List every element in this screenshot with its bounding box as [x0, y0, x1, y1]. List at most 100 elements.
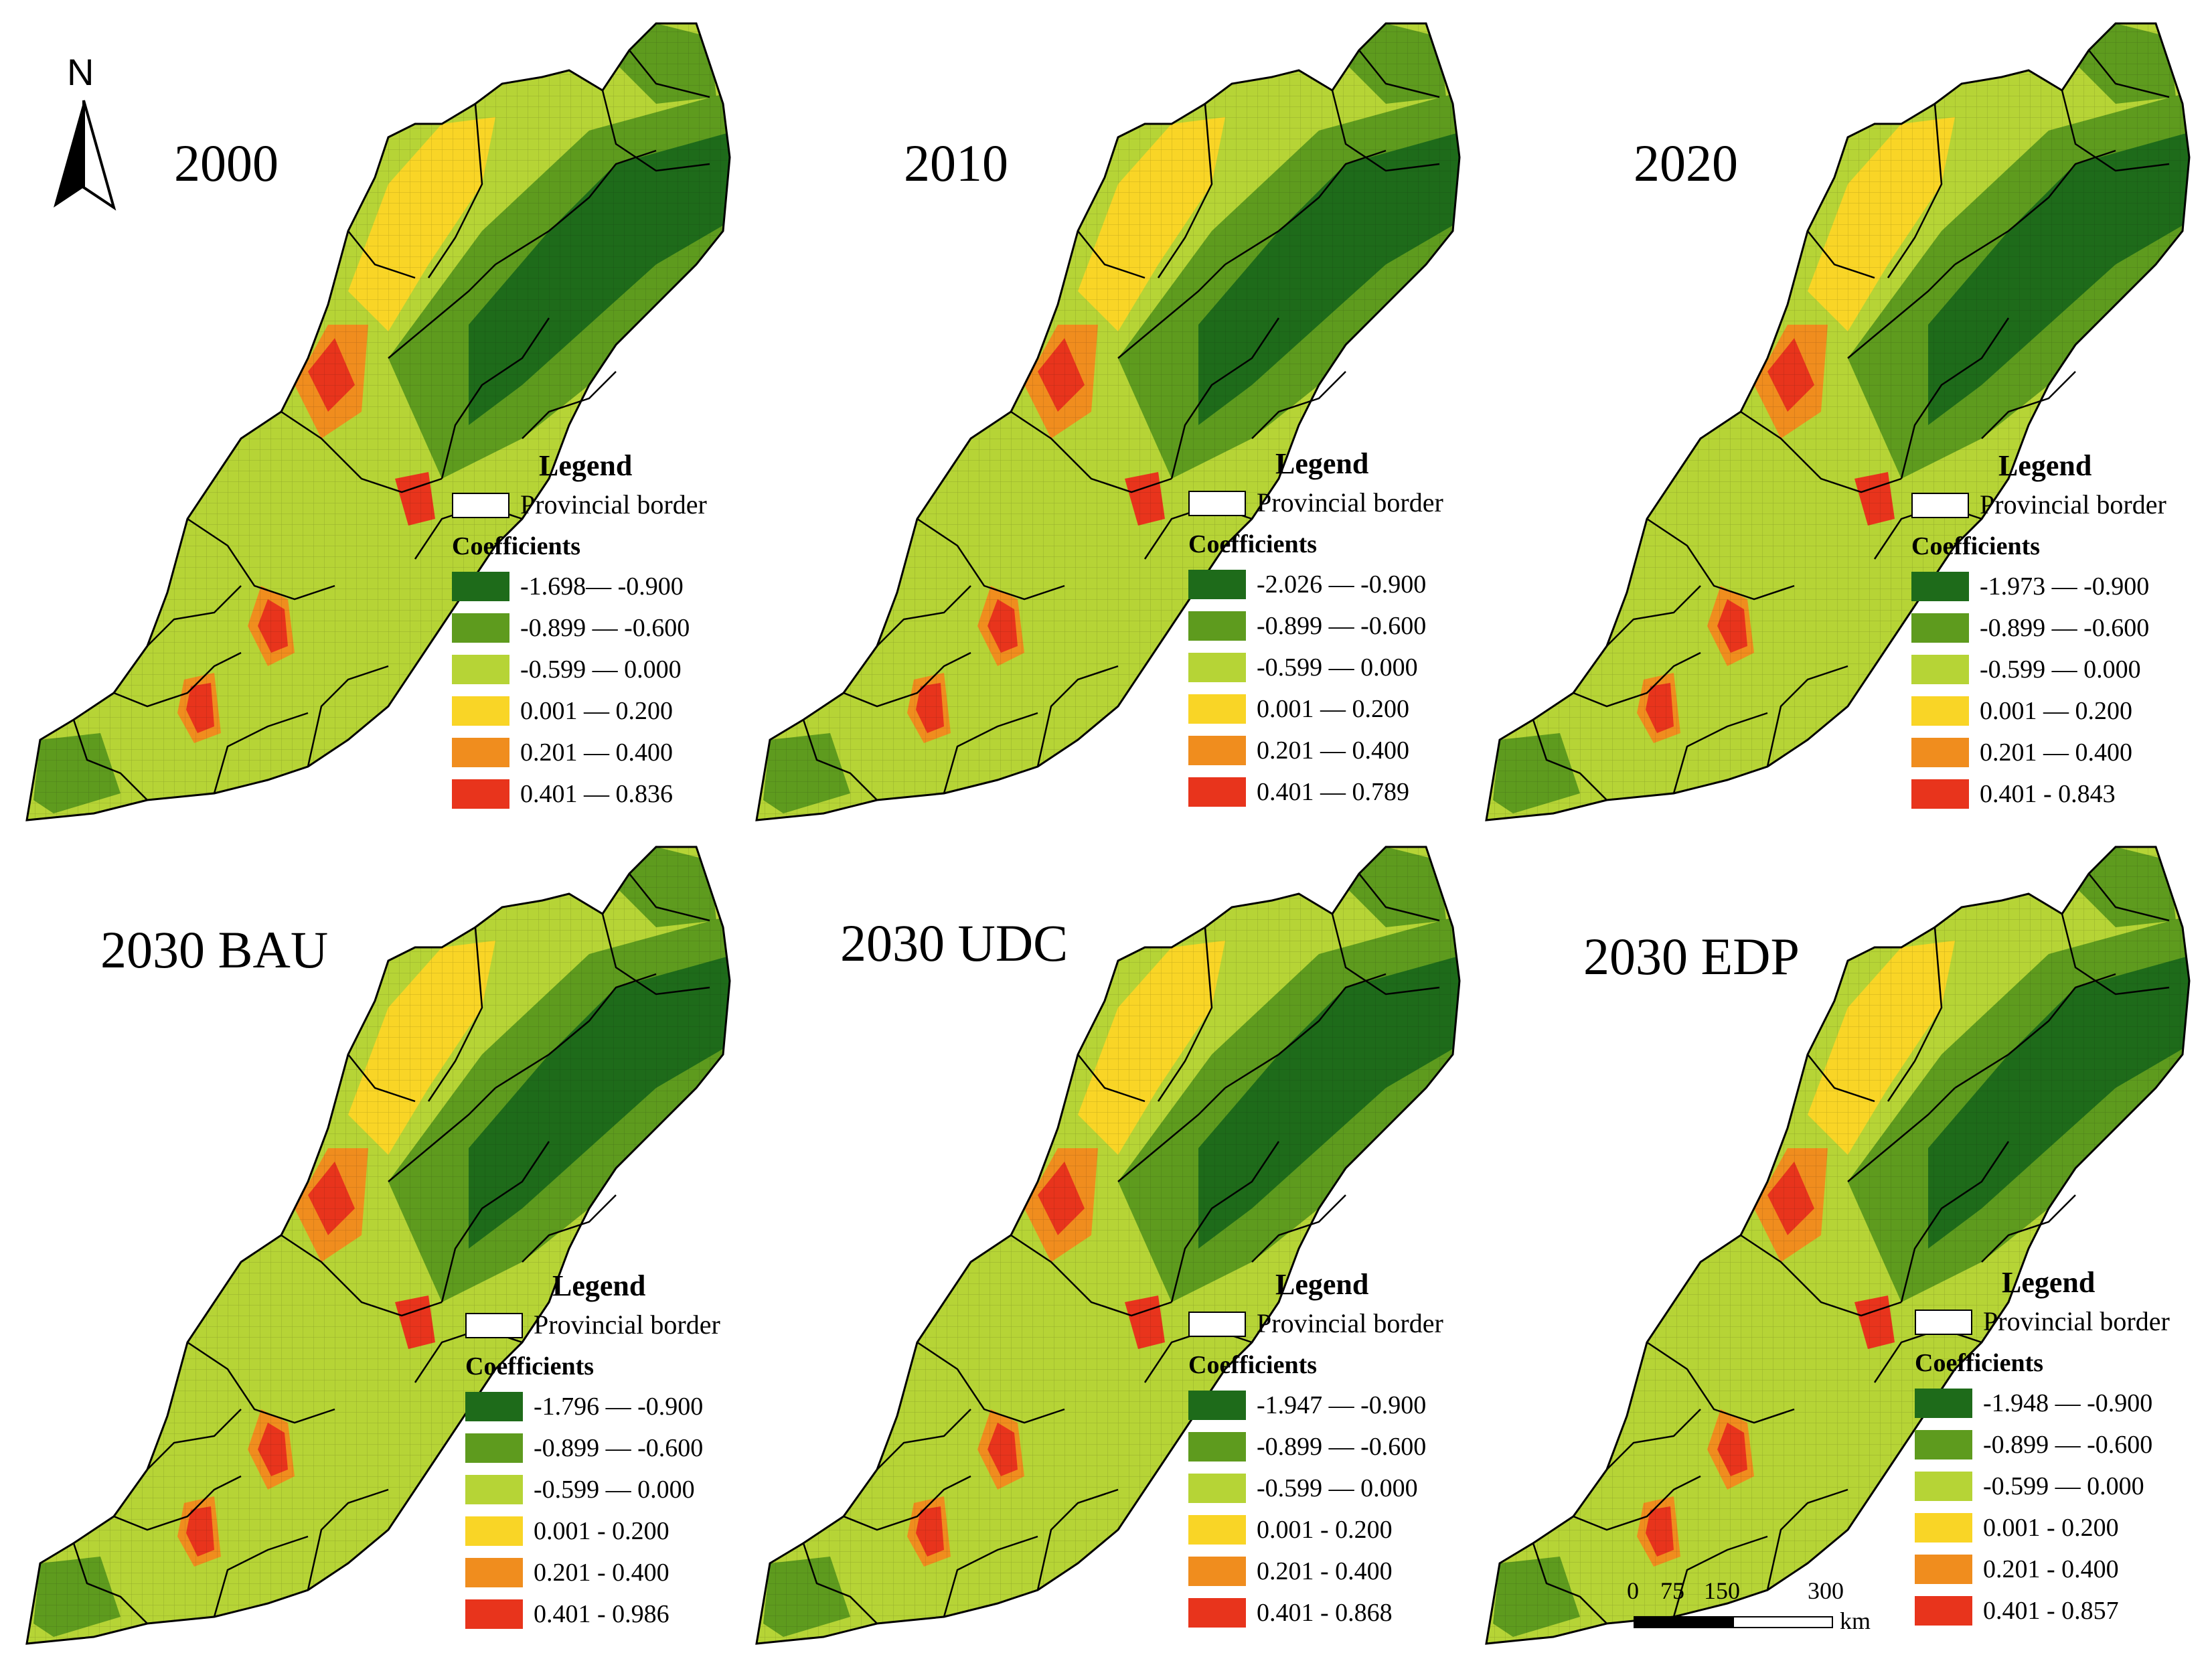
map-panel-2000: 2000 Legend Provincial border Coefficien…	[13, 10, 743, 827]
class-label: 0.001 — 0.200	[520, 697, 673, 725]
panel-title: 2030 UDC	[840, 914, 1069, 972]
class-label: -0.599 — 0.000	[534, 1476, 695, 1504]
class-swatch	[1915, 1389, 1972, 1418]
legend-class-1: -1.947 — -0.900	[1188, 1391, 1503, 1420]
panel-title: 2030 EDP	[1583, 927, 1800, 985]
scale-tick-150: 150	[1704, 1577, 1740, 1604]
class-label: -1.948 — -0.900	[1983, 1389, 2153, 1417]
class-swatch	[1911, 738, 1969, 767]
coefficients-title: Coefficients	[1915, 1349, 2044, 1377]
scale-tick-0: 0	[1627, 1577, 1639, 1604]
class-label: -0.899 — -0.600	[1983, 1431, 2153, 1459]
class-swatch	[452, 738, 509, 767]
class-label: -0.899 — -0.600	[534, 1434, 704, 1462]
legend-class-6: 0.401 - 0.986	[465, 1599, 780, 1629]
legend-class-3: -0.599 — 0.000	[1188, 653, 1503, 682]
class-swatch	[1911, 572, 1969, 601]
map-panel-2030-edp: 2030 EDP Legend Provincial border Coeffi…	[1473, 834, 2203, 1650]
class-swatch	[452, 779, 509, 809]
class-label: 0.401 - 0.868	[1257, 1599, 1393, 1627]
north-arrow-icon	[54, 100, 116, 211]
map-panel-2020: 2020 Legend Provincial border Coefficien…	[1473, 10, 2203, 827]
class-label: -1.796 — -0.900	[534, 1393, 704, 1421]
provincial-border-swatch	[1915, 1310, 1972, 1335]
legend-title: Legend	[1275, 1268, 1369, 1301]
legend-class-3: -0.599 — 0.000	[1188, 1474, 1503, 1503]
class-label: -0.599 — 0.000	[520, 655, 682, 684]
class-label: -0.599 — 0.000	[1980, 655, 2141, 684]
class-label: 0.001 — 0.200	[1980, 697, 2132, 725]
class-swatch	[1188, 1432, 1246, 1462]
legend-class-5: 0.201 - 0.400	[465, 1558, 780, 1587]
class-label: 0.401 - 0.986	[534, 1600, 669, 1628]
class-swatch	[1911, 655, 1969, 684]
legend-class-2: -0.899 — -0.600	[1915, 1430, 2212, 1459]
class-swatch	[1911, 696, 1969, 726]
legend-title: Legend	[1998, 449, 2092, 482]
class-label: 0.201 — 0.400	[1980, 738, 2132, 767]
class-swatch	[1188, 777, 1246, 807]
class-swatch	[452, 613, 509, 643]
map-panel-2030-udc: 2030 UDC Legend Provincial border Coeffi…	[743, 834, 1473, 1650]
legend-class-4: 0.001 - 0.200	[1915, 1513, 2212, 1543]
legend-class-3: -0.599 — 0.000	[1915, 1472, 2212, 1501]
class-label: -0.599 — 0.000	[1983, 1472, 2144, 1500]
legend-title: Legend	[539, 449, 633, 482]
class-swatch	[452, 655, 509, 684]
class-label: 0.201 — 0.400	[1257, 736, 1409, 765]
legend-class-4: 0.001 — 0.200	[1188, 694, 1503, 724]
panel-title: 2010	[904, 134, 1008, 192]
legend-class-3: -0.599 — 0.000	[452, 655, 767, 684]
legend-class-4: 0.001 — 0.200	[452, 696, 767, 726]
coefficients-title: Coefficients	[1188, 1351, 1318, 1379]
class-label: 0.001 - 0.200	[1983, 1514, 2119, 1542]
class-swatch	[452, 696, 509, 726]
class-swatch	[1188, 694, 1246, 724]
class-swatch	[1915, 1555, 1972, 1584]
class-label: 0.001 - 0.200	[1257, 1516, 1393, 1544]
legend-class-3: -0.599 — 0.000	[1911, 655, 2212, 684]
class-label: -2.026 — -0.900	[1257, 570, 1427, 599]
class-label: 0.001 - 0.200	[534, 1517, 669, 1545]
legend-class-5: 0.201 — 0.400	[1911, 738, 2212, 767]
class-label: 0.201 - 0.400	[1983, 1555, 2119, 1583]
scale-tick-300: 300	[1808, 1577, 1844, 1604]
provincial-border-label: Provincial border	[1257, 487, 1443, 518]
legend-class-6: 0.401 — 0.789	[1188, 777, 1503, 807]
coefficients-title: Coefficients	[465, 1352, 595, 1380]
class-label: 0.201 — 0.400	[520, 738, 673, 767]
class-label: 0.401 - 0.843	[1980, 780, 2116, 808]
legend-class-2: -0.899 — -0.600	[1911, 613, 2212, 643]
provincial-border-swatch	[465, 1313, 523, 1338]
provincial-border-swatch	[1188, 1312, 1246, 1337]
legend-class-6: 0.401 - 0.843	[1911, 779, 2212, 809]
legend-class-5: 0.201 - 0.400	[1915, 1555, 2212, 1584]
panel-title: 2000	[174, 134, 279, 192]
legend-title: Legend	[2002, 1266, 2096, 1299]
class-label: -0.899 — -0.600	[520, 614, 690, 642]
legend-class-4: 0.001 - 0.200	[465, 1516, 780, 1546]
class-swatch	[1915, 1596, 1972, 1626]
provincial-border-label: Provincial border	[1983, 1306, 2170, 1336]
class-label: 0.401 — 0.789	[1257, 778, 1409, 806]
provincial-border-label: Provincial border	[1257, 1308, 1443, 1338]
legend-class-2: -0.899 — -0.600	[452, 613, 767, 643]
legend-class-5: 0.201 — 0.400	[1188, 736, 1503, 765]
legend-class-1: -2.026 — -0.900	[1188, 570, 1503, 599]
provincial-border-label: Provincial border	[534, 1310, 720, 1340]
legend-class-1: -1.796 — -0.900	[465, 1392, 780, 1421]
legend-class-5: 0.201 - 0.400	[1188, 1557, 1503, 1586]
scale-bar: 0 75 150 300 km	[1627, 1577, 1881, 1650]
class-label: -1.973 — -0.900	[1980, 572, 2150, 601]
class-swatch	[1915, 1513, 1972, 1543]
provincial-border-label: Provincial border	[1980, 489, 2166, 520]
class-swatch	[1188, 1391, 1246, 1420]
class-swatch	[1188, 570, 1246, 599]
class-swatch	[1188, 1598, 1246, 1628]
class-label: -1.698— -0.900	[520, 572, 684, 601]
legend-class-2: -0.899 — -0.600	[1188, 611, 1503, 641]
coefficients-title: Coefficients	[1911, 532, 2041, 560]
class-swatch	[465, 1392, 523, 1421]
class-swatch	[465, 1558, 523, 1587]
class-swatch	[465, 1433, 523, 1463]
